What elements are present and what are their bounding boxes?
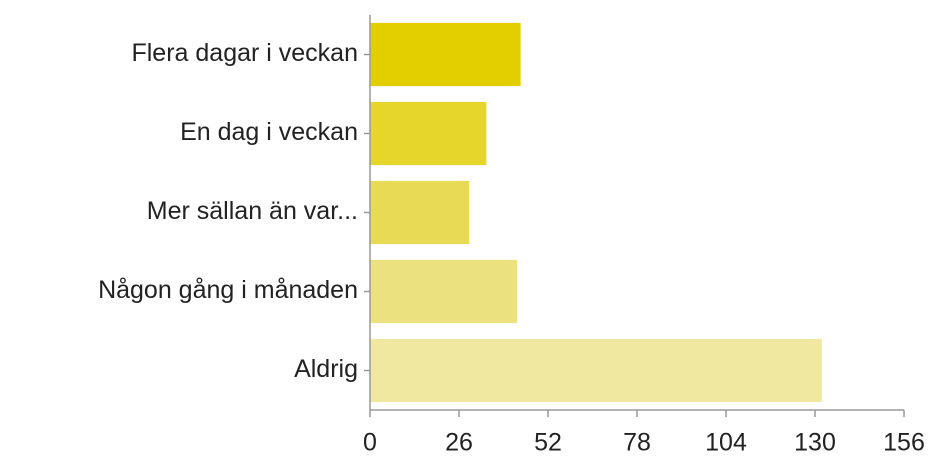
x-tick-label: 156 [883,429,925,457]
x-tick-label: 52 [534,429,562,457]
y-tick-label: Mer sällan än var... [147,197,358,225]
x-tick-label: 104 [705,429,747,457]
y-tick-label: En dag i veckan [180,118,358,146]
y-tick-label: Någon gång i månaden [98,276,358,304]
y-tick-label: Aldrig [294,355,358,383]
bar [370,259,518,324]
x-tick-label: 130 [794,429,836,457]
x-tick-label: 78 [623,429,651,457]
bar [370,180,470,245]
bar [370,338,822,403]
x-tick-label: 26 [445,429,473,457]
x-tick-label: 0 [363,429,377,457]
bar [370,101,487,166]
y-tick-label: Flera dagar i veckan [131,39,358,67]
bar [370,22,521,87]
